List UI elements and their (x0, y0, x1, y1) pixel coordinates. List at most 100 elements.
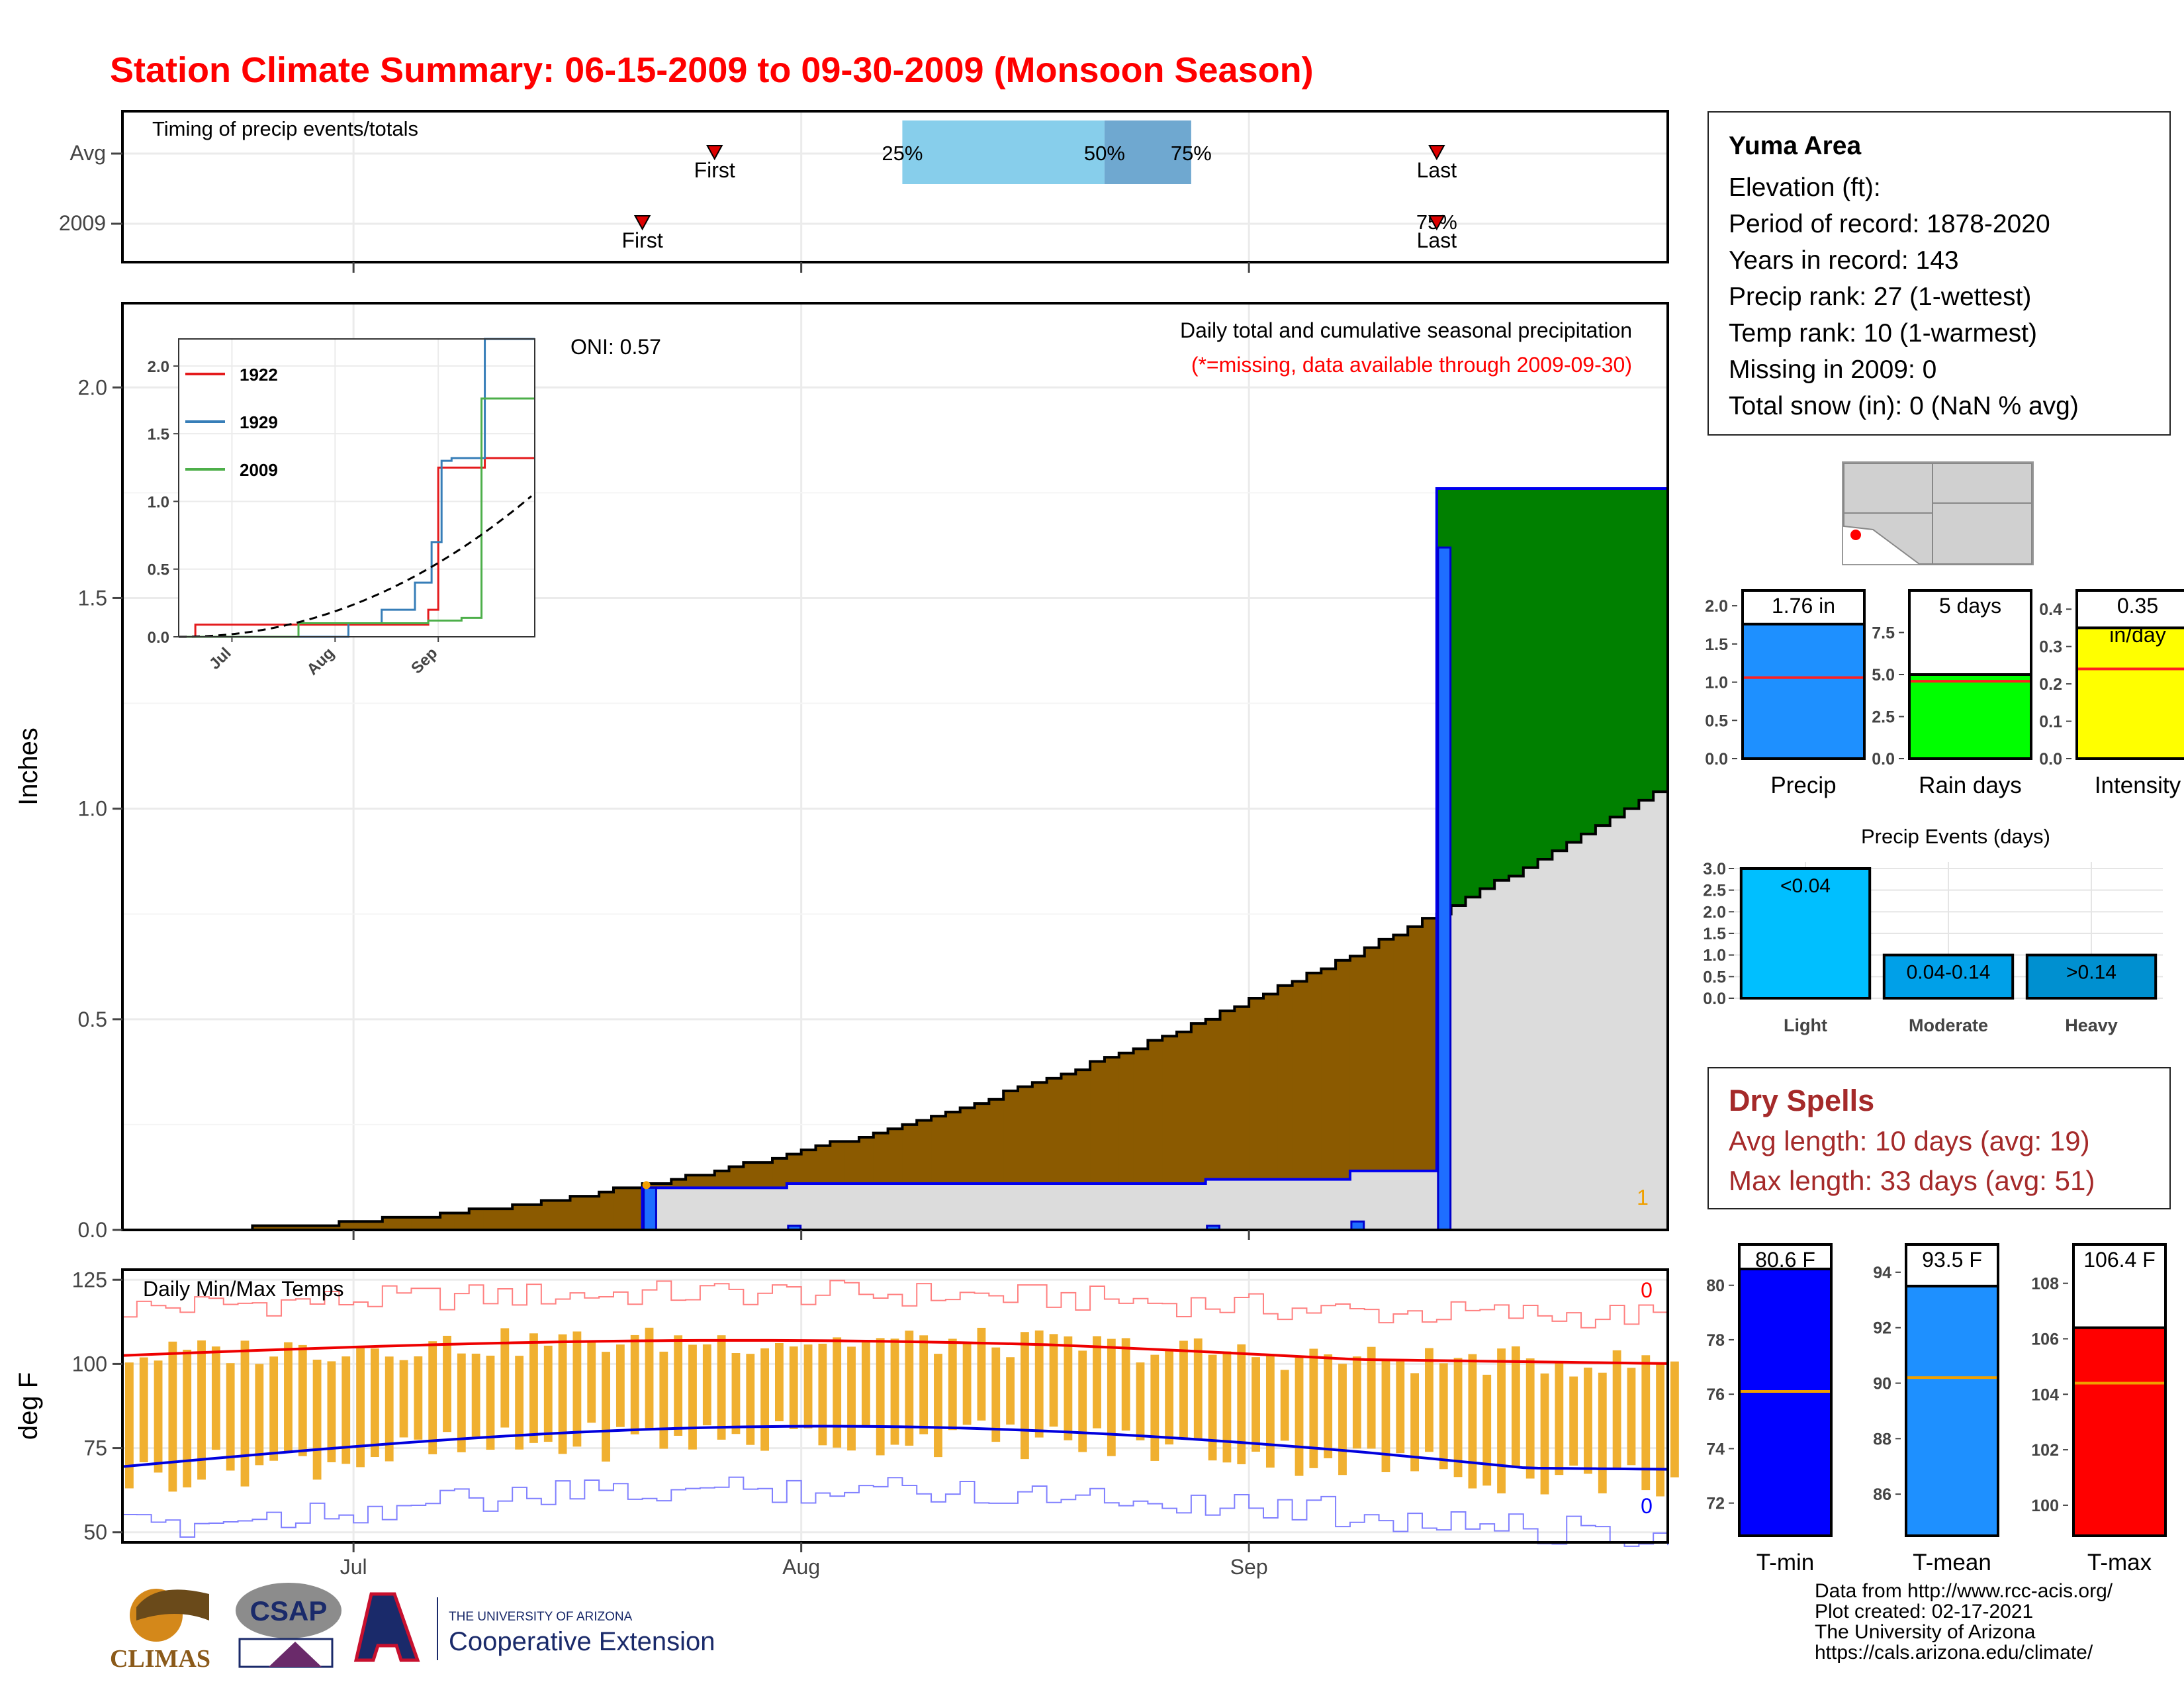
temp-day-bar (211, 1346, 220, 1450)
station-name: Yuma Area (1729, 132, 1862, 160)
precip-event-dot (642, 1181, 651, 1190)
events-ytick-label: 2.0 (1703, 903, 1726, 921)
precip-above-avg (1567, 489, 1582, 843)
precip-below-avg (931, 1116, 946, 1184)
precip-below-avg (324, 1225, 340, 1230)
temp-day-bar (717, 1335, 726, 1440)
temp-day-bar (1136, 1362, 1145, 1440)
temp-day-bar (948, 1338, 957, 1430)
precip-summary-ytick-label: 0.5 (1705, 712, 1728, 730)
tmax-summary-ytick-label: 100 (2031, 1497, 2059, 1515)
intensity-summary-ytick-label: 0.3 (2039, 638, 2062, 657)
precip-events-title: Precip Events (days) (1861, 825, 2050, 848)
temp-day-bar (341, 1356, 351, 1464)
precip-below-avg (1379, 939, 1394, 1171)
precip-areas (122, 487, 1669, 1231)
precip-below-avg (772, 1158, 788, 1188)
tmin-summary-value-bar (1738, 1268, 1833, 1538)
dry-spells-avg: Avg length: 10 days (avg: 19) (1729, 1125, 2090, 1156)
timing-iqr-low (902, 120, 1105, 184)
oni-label: ONI: 0.57 (570, 335, 661, 359)
station-temp-rank: Temp rank: 10 (1-warmest) (1729, 319, 2037, 348)
temp-day-bar (529, 1333, 538, 1443)
temp-day-bar (515, 1356, 524, 1450)
precip-below-avg (815, 1145, 831, 1184)
precip-above-avg (1639, 489, 1654, 800)
precip-below-avg (454, 1213, 470, 1230)
precip-below-avg (1133, 1049, 1148, 1184)
tmean-summary-value-label: 93.5 F (1922, 1248, 1982, 1272)
precip-below-avg (801, 1150, 817, 1184)
temp-day-bar (659, 1351, 668, 1449)
temp-day-bar (399, 1360, 408, 1438)
temp-ytick-label: 125 (72, 1268, 107, 1291)
temp-day-bar (1641, 1355, 1651, 1491)
precip-above-avg (1653, 489, 1668, 792)
precip-below-avg (686, 1175, 701, 1188)
ua-a-mark (353, 1592, 420, 1662)
temp-day-bar (1093, 1336, 1101, 1429)
timing-row-2009: 2009 (59, 211, 106, 235)
temp-day-bar (1482, 1374, 1492, 1486)
precip-above-avg (1610, 489, 1625, 818)
temp-day-bar (645, 1327, 654, 1430)
footer: Data from http://www.rcc-acis.org/ Plot … (1815, 1581, 2113, 1663)
tmean-summary-ytick-label: 94 (1873, 1264, 1891, 1282)
temp-day-bar (327, 1361, 336, 1462)
precip-below-avg (1277, 985, 1293, 1180)
precip-below-avg (541, 1200, 557, 1230)
raindays-summary-value-label: 5 days (1939, 594, 2001, 618)
temp-ylabel: deg F (14, 1372, 43, 1440)
station-elevation: Elevation (ft): (1729, 173, 1881, 202)
dry-spells-max: Max length: 33 days (avg: 51) (1729, 1165, 2095, 1196)
temp-day-bar (486, 1355, 495, 1450)
precip-frame (121, 302, 1669, 1231)
climas-text: CLIMAS (110, 1645, 210, 1673)
precip-below-avg (887, 1129, 903, 1184)
tmax-summary-ytick-label: 106 (2031, 1330, 2059, 1348)
precip-above-avg (1581, 489, 1596, 834)
temp-xtick-label: Aug (782, 1555, 820, 1579)
temp-day-bar (1179, 1340, 1188, 1438)
location-map (1842, 461, 2034, 565)
temp-ytick-label: 75 (83, 1436, 107, 1460)
precip-summary-value-bar (1741, 622, 1866, 760)
precip-below-avg (917, 1120, 932, 1184)
events-ytick-label: 2.5 (1703, 882, 1726, 900)
timing-row-avg: Avg (69, 141, 106, 165)
precip-below-avg (527, 1204, 542, 1230)
tmax-summary-chart: 100 102 104 106 108 106.4 F T-max (2031, 1243, 2167, 1575)
tmin-summary-ytick-label: 74 (1706, 1440, 1725, 1458)
temp-day-bar (125, 1362, 134, 1489)
events-ytick-label: 3.0 (1703, 860, 1726, 878)
precip-below-avg (426, 1217, 441, 1230)
temp-day-bar (1078, 1350, 1087, 1452)
precip-above-avg (1465, 489, 1480, 898)
temp-day-bar (370, 1348, 379, 1458)
temp-day-bar (183, 1349, 192, 1487)
temp-day-bar (457, 1353, 466, 1452)
temp-day-bar (1453, 1358, 1463, 1477)
precip-below-avg (1118, 1053, 1134, 1184)
temp-day-bar (428, 1341, 437, 1454)
precip-above-avg (1624, 489, 1639, 809)
precip-above-avg (1451, 489, 1467, 906)
temp-day-bar (298, 1344, 307, 1456)
precip-below-avg (512, 1204, 527, 1230)
inset-series-line (179, 338, 535, 638)
precip-yaxis: 0.0 0.5 1.0 1.5 2.0 (78, 375, 1250, 1242)
events-bar-label: 0.04-0.14 (1907, 962, 1991, 984)
precip-below-avg (974, 1103, 989, 1184)
intensity-summary-ytick-label: 0.4 (2039, 600, 2062, 619)
temp-day-bar (356, 1347, 365, 1468)
temp-day-bar (1020, 1332, 1029, 1460)
station-period: Period of record: 1878-2020 (1729, 210, 2050, 238)
inset-bg (179, 339, 535, 637)
climas-logo: CLIMAS (110, 1589, 210, 1673)
legend-label-1922: 1922 (240, 365, 278, 385)
legend-label-1929: 1929 (240, 412, 278, 432)
temp-day-bar (226, 1363, 235, 1471)
precip-below-avg (945, 1111, 961, 1184)
precip-below-avg (1017, 1086, 1033, 1184)
intensity-summary-ytick-label: 0.2 (2039, 675, 2062, 694)
